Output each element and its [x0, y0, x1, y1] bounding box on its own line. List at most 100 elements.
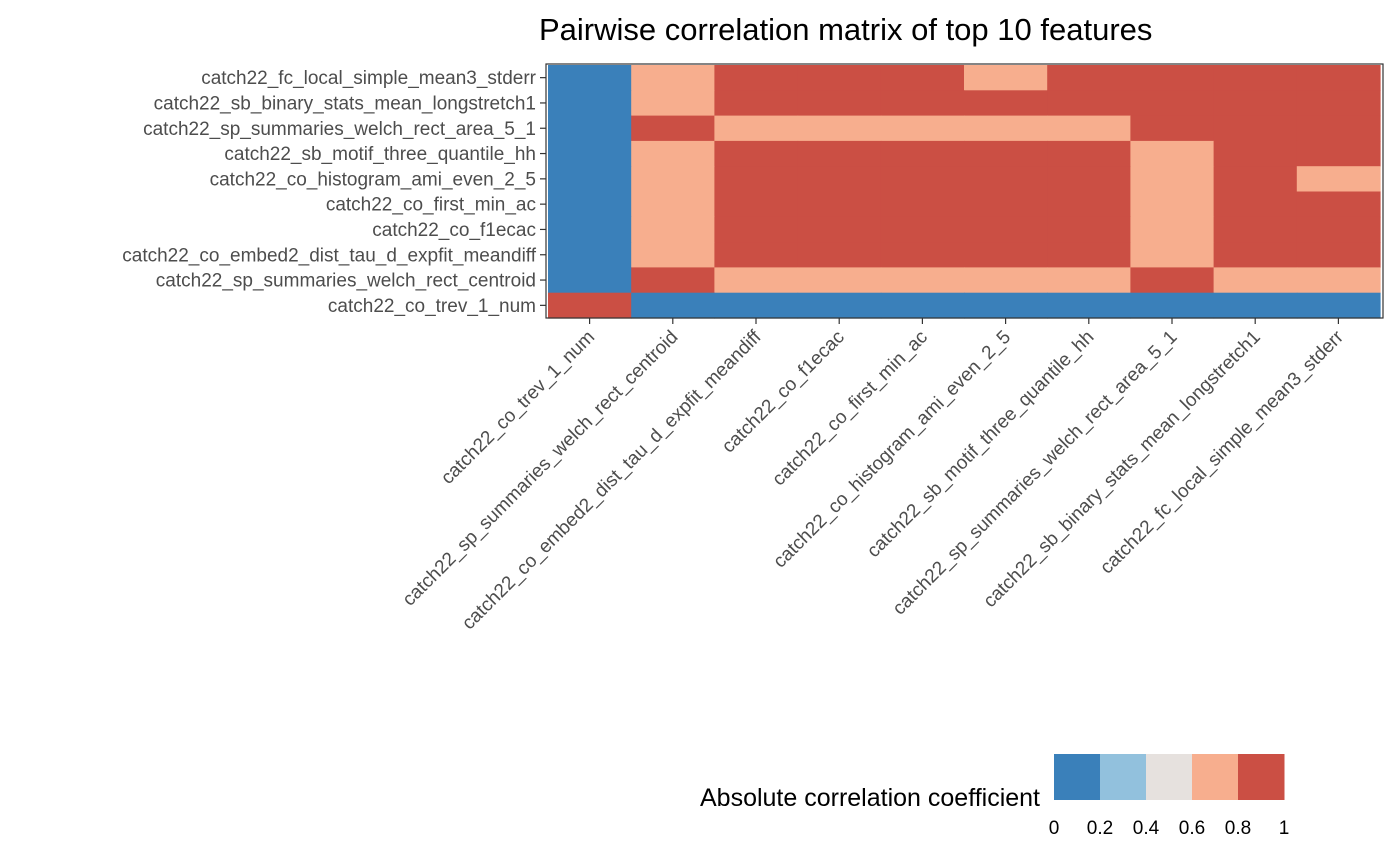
heatmap-cell: [880, 242, 965, 268]
legend-key: [1192, 754, 1239, 800]
y-tick-label: catch22_co_histogram_ami_even_2_5: [210, 169, 536, 190]
heatmap-cell: [964, 90, 1048, 117]
x-axis: catch22_co_trev_1_num catch22_sp_summarie…: [399, 318, 1348, 634]
x-tick-label: catch22_sp_summaries_welch_rect_area_5_1: [889, 327, 1182, 620]
heatmap-cell: [714, 292, 799, 319]
legend-title: Absolute correlation coefficient: [700, 784, 1040, 812]
legend-labels: 0 0.2 0.4 0.6 0.8 1: [1049, 818, 1290, 839]
heatmap-cell: [1296, 115, 1381, 142]
heatmap-cell: [1130, 140, 1215, 167]
heatmap-cell: [714, 166, 799, 193]
heatmap-cell: [1296, 216, 1381, 243]
heatmap-cell: [631, 115, 715, 142]
heatmap-cell: [631, 191, 715, 218]
heatmap-cell: [714, 115, 799, 142]
heatmap-cell: [880, 292, 965, 319]
x-tick-label: catch22_co_embed2_dist_tau_d_expfit_mean…: [458, 326, 766, 634]
heatmap-cell: [964, 292, 1048, 319]
y-tick-label: catch22_sb_binary_stats_mean_longstretch…: [154, 93, 536, 114]
heatmap-cell: [548, 166, 632, 193]
legend-label: 0.4: [1133, 818, 1160, 839]
heatmap-cell: [1130, 242, 1215, 268]
heatmap-cell: [797, 90, 882, 117]
heatmap-cell: [548, 216, 632, 243]
heatmap-cell: [631, 292, 715, 319]
heatmap-cell: [1130, 115, 1215, 142]
heatmap-cell: [1047, 191, 1131, 218]
heatmap-cell: [964, 242, 1048, 268]
heatmap-cell: [631, 90, 715, 117]
heatmap-cell: [548, 242, 632, 268]
heatmap-cell: [1047, 140, 1131, 167]
heatmap-cell: [964, 191, 1048, 218]
heatmap-cell: [1213, 267, 1298, 294]
legend-key: [1100, 754, 1147, 800]
y-axis: catch22_fc_local_simple_mean3_stderrcatc…: [122, 68, 546, 317]
heatmap-cell: [548, 65, 632, 91]
heatmap-cell: [880, 65, 965, 91]
heatmap-cell: [1213, 90, 1298, 117]
heatmap-cell: [1213, 65, 1298, 91]
heatmap-cell: [1296, 140, 1381, 167]
heatmap-cell: [1296, 65, 1381, 91]
heatmap-cell: [631, 267, 715, 294]
heatmap-cell: [1130, 65, 1215, 91]
legend-label: 1: [1279, 818, 1290, 839]
heatmap-cell: [548, 267, 632, 294]
heatmap-cell: [797, 140, 882, 167]
heatmap-cell: [714, 216, 799, 243]
heatmap-cell: [880, 90, 965, 117]
heatmap-cell: [797, 242, 882, 268]
panel-border: [545, 63, 1384, 319]
heatmap-cell: [797, 216, 882, 243]
y-tick-label: catch22_co_f1ecac: [372, 220, 536, 241]
x-tick-label: catch22_sb_binary_stats_mean_longstretch…: [980, 327, 1265, 612]
heatmap-cell: [714, 65, 799, 91]
heatmap-cell: [1130, 166, 1215, 193]
heatmap-cell: [631, 216, 715, 243]
heatmap-cell: [1130, 267, 1215, 294]
heatmap-cell: [880, 166, 965, 193]
heatmap-cell: [714, 90, 799, 117]
legend-label: 0.2: [1087, 818, 1113, 839]
chart-title: Pairwise correlation matrix of top 10 fe…: [539, 12, 1152, 47]
heatmap-cell: [797, 115, 882, 142]
legend-key: [1054, 754, 1101, 800]
heatmap-cell: [1213, 140, 1298, 167]
heatmap-cell: [797, 292, 882, 319]
heatmap-cell: [1047, 90, 1131, 117]
heatmap-cell: [797, 65, 882, 91]
heatmap-cell: [964, 216, 1048, 243]
heatmap-cell: [1296, 166, 1381, 193]
legend-label: 0.8: [1225, 818, 1251, 839]
heatmap-cell: [1047, 216, 1131, 243]
heatmap-cell: [964, 267, 1048, 294]
heatmap-cell: [880, 191, 965, 218]
legend-label: 0.6: [1179, 818, 1205, 839]
heatmap-cell: [1130, 216, 1215, 243]
heatmap-cell: [1213, 115, 1298, 142]
heatmap-cell: [548, 191, 632, 218]
heatmap-cell: [1213, 292, 1298, 319]
y-tick-label: catch22_sp_summaries_welch_rect_centroid: [156, 271, 536, 292]
heatmap-cell: [548, 115, 632, 142]
heatmap-cell: [631, 166, 715, 193]
legend-key: [1238, 754, 1285, 800]
y-tick-label: catch22_co_first_min_ac: [326, 195, 536, 216]
heatmap-cell: [1047, 166, 1131, 193]
heatmap-cell: [714, 267, 799, 294]
heatmap-cell: [714, 242, 799, 268]
heatmap-cell: [797, 166, 882, 193]
y-tick-label: catch22_fc_local_simple_mean3_stderr: [201, 68, 536, 89]
heatmap-cell: [1047, 292, 1131, 319]
legend-key: [1146, 754, 1193, 800]
heatmap-cell: [964, 115, 1048, 142]
heatmap-cell: [797, 191, 882, 218]
heatmap-cell: [714, 140, 799, 167]
heatmap-cell: [797, 267, 882, 294]
heatmap-cell: [964, 65, 1048, 91]
heatmap-cell: [631, 140, 715, 167]
heatmap-cell: [1296, 267, 1381, 294]
heatmap-cell: [1130, 90, 1215, 117]
